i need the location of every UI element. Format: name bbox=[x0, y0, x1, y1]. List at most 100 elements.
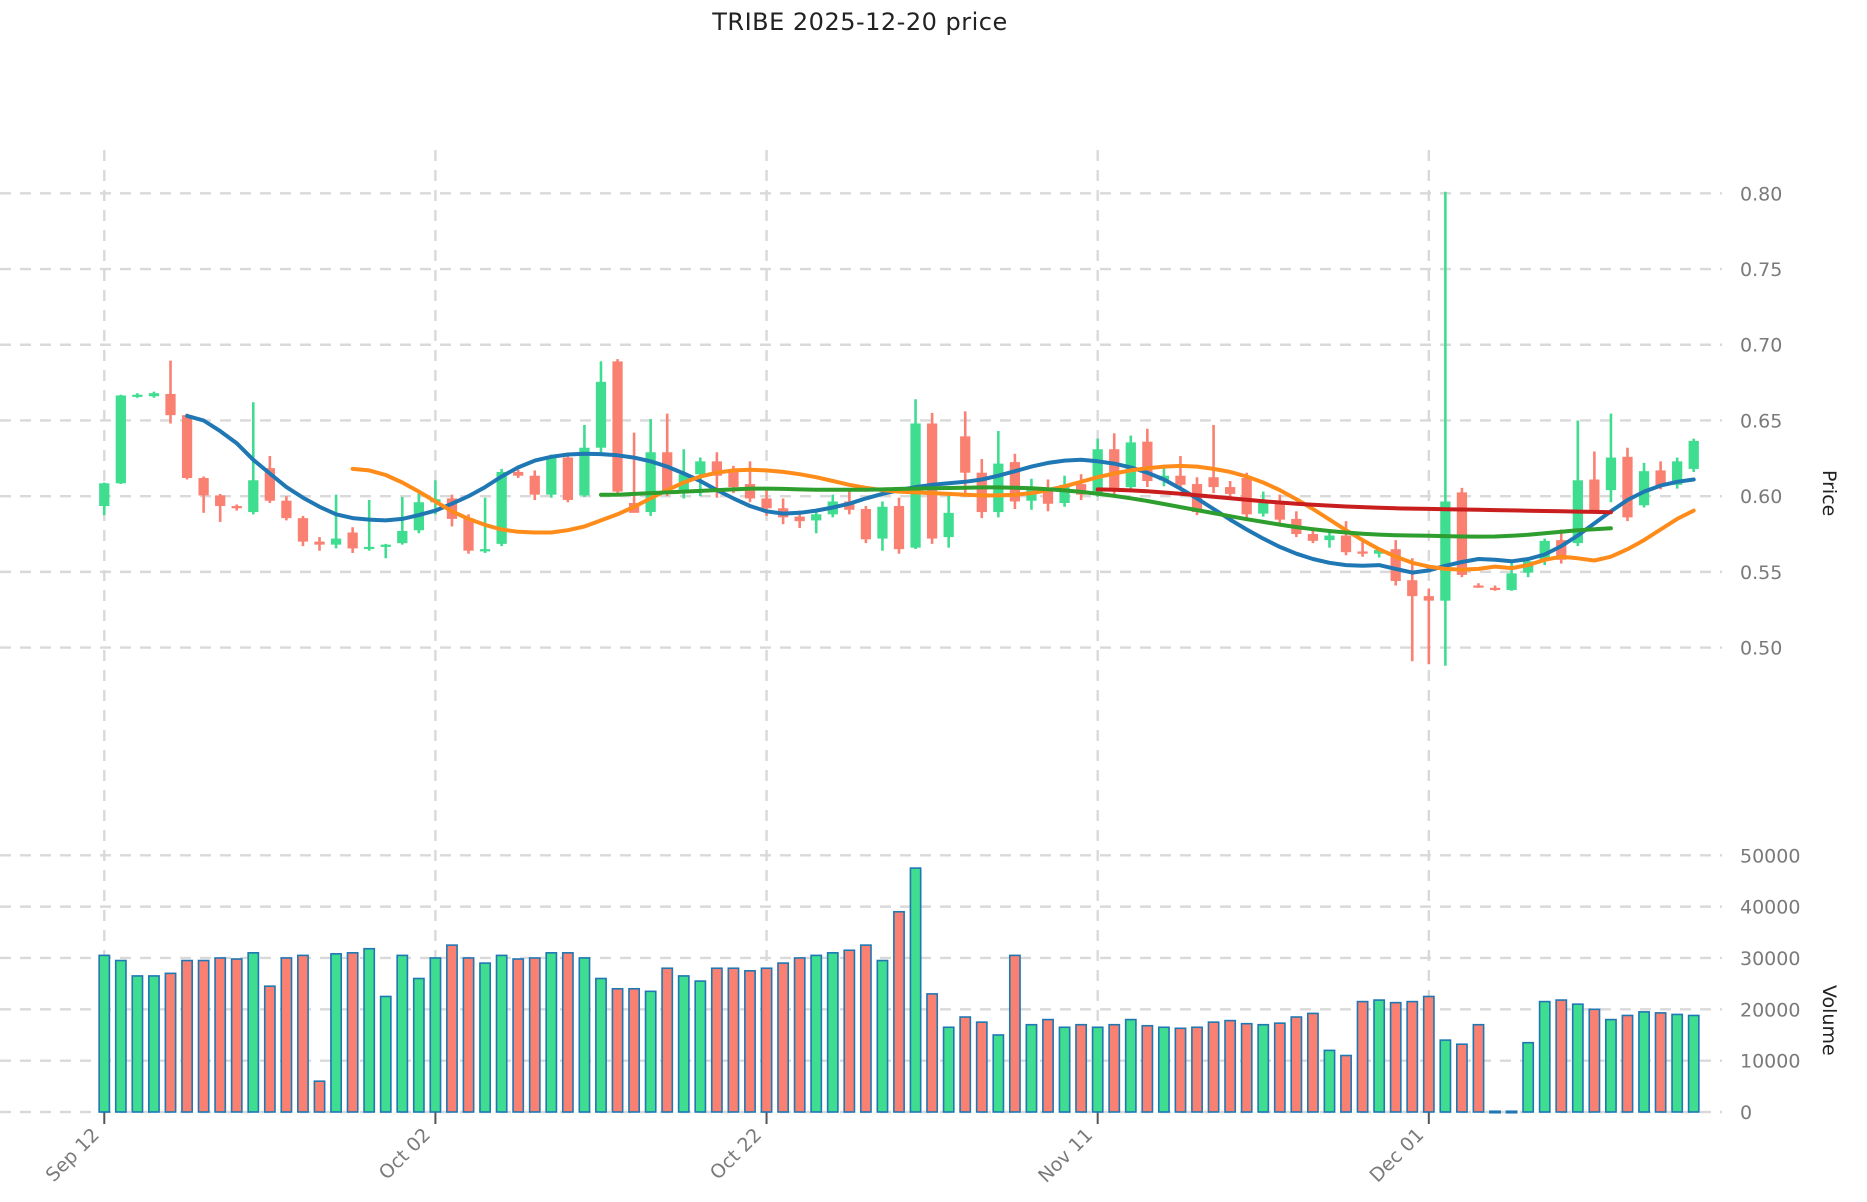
volume-bar bbox=[859, 944, 872, 1113]
volume-bar bbox=[677, 975, 690, 1113]
candle-body bbox=[1042, 488, 1054, 504]
candle-body bbox=[513, 471, 524, 476]
candle-body bbox=[960, 436, 971, 473]
ma-line-ma_xlong bbox=[1095, 487, 1613, 515]
volume-bar bbox=[810, 954, 823, 1113]
volume-bar bbox=[1555, 999, 1568, 1113]
moving-average-lines-layer bbox=[185, 413, 1696, 575]
page-title: TRIBE 2025-12-20 price bbox=[712, 8, 1008, 36]
candle-body bbox=[231, 506, 242, 509]
volume-bar bbox=[1654, 1012, 1667, 1113]
candle-body bbox=[496, 471, 507, 544]
volume-bar bbox=[412, 977, 425, 1113]
candle-body bbox=[248, 480, 259, 513]
candle-body bbox=[1075, 484, 1087, 495]
candle-body bbox=[612, 361, 623, 492]
volume-bar bbox=[760, 967, 773, 1113]
volume-bar bbox=[1124, 1018, 1137, 1113]
candle-body bbox=[463, 518, 474, 551]
volume-bar bbox=[1671, 1013, 1684, 1113]
volume-bar bbox=[396, 954, 409, 1113]
volume-bar bbox=[777, 962, 790, 1113]
candle-body bbox=[744, 484, 756, 499]
volume-bar bbox=[528, 957, 541, 1113]
volume-bar bbox=[611, 987, 624, 1113]
volume-tick-label: 40000 bbox=[1740, 897, 1800, 919]
volume-bar bbox=[330, 953, 343, 1113]
volume-bar bbox=[479, 962, 492, 1113]
volume-bar bbox=[744, 969, 756, 1113]
volume-bar bbox=[1240, 1022, 1253, 1113]
volume-bar bbox=[1042, 1018, 1054, 1113]
candle-body bbox=[1109, 449, 1120, 489]
volume-tick-label: 30000 bbox=[1740, 948, 1800, 970]
candle-body bbox=[165, 393, 176, 416]
candle-body bbox=[132, 394, 143, 397]
candle-body bbox=[562, 457, 573, 500]
candle-body bbox=[662, 452, 673, 494]
candle-body bbox=[711, 461, 723, 476]
volume-bar bbox=[1406, 1000, 1419, 1113]
volume-bar bbox=[1224, 1019, 1237, 1113]
volume-bar bbox=[661, 967, 674, 1113]
candle-body bbox=[364, 546, 375, 550]
volume-bar bbox=[280, 957, 293, 1113]
volume-bar bbox=[1323, 1049, 1336, 1113]
volume-bar bbox=[1108, 1023, 1121, 1113]
candle-body bbox=[1208, 477, 1219, 488]
candle-body bbox=[1324, 535, 1335, 541]
candle-body bbox=[115, 395, 126, 484]
volume-bar bbox=[363, 947, 376, 1113]
volume-bar bbox=[1373, 999, 1386, 1113]
candle-body bbox=[1655, 470, 1666, 487]
candle-body bbox=[479, 549, 491, 552]
volume-bar bbox=[164, 972, 177, 1113]
candle-body bbox=[1605, 457, 1617, 491]
price-tick-label: 0.65 bbox=[1740, 410, 1782, 432]
volume-bar bbox=[1091, 1026, 1104, 1113]
candlestick-layer bbox=[99, 191, 1699, 666]
candle-body bbox=[860, 509, 872, 540]
volume-bar bbox=[1025, 1023, 1038, 1113]
candle-body bbox=[811, 514, 822, 521]
candle-body bbox=[877, 506, 888, 539]
volume-bar bbox=[1273, 1022, 1286, 1113]
price-tick-label: 0.75 bbox=[1740, 259, 1782, 281]
price-tick-label: 0.60 bbox=[1740, 486, 1782, 508]
volume-bar bbox=[1538, 1000, 1551, 1113]
volume-bar bbox=[1422, 995, 1435, 1113]
candle-body bbox=[99, 483, 110, 507]
volume-bar bbox=[247, 952, 260, 1113]
volume-bar bbox=[495, 954, 508, 1113]
x-tick-label: Sep 12 bbox=[42, 1124, 104, 1186]
candle-body bbox=[1672, 461, 1683, 485]
volume-bar bbox=[975, 1021, 988, 1113]
volume-bar bbox=[230, 958, 243, 1113]
candle-body bbox=[761, 498, 772, 509]
candle-body bbox=[281, 500, 292, 519]
candle-body bbox=[529, 475, 540, 495]
volume-bar bbox=[578, 957, 591, 1113]
volume-bar bbox=[793, 957, 806, 1113]
volume-bar bbox=[346, 952, 359, 1113]
volume-bar bbox=[1638, 1011, 1650, 1113]
candle-body bbox=[1506, 573, 1517, 591]
candle-body bbox=[397, 531, 408, 544]
candle-body bbox=[297, 518, 309, 542]
volume-bar bbox=[1207, 1021, 1220, 1113]
x-tick-label: Nov 11 bbox=[1034, 1124, 1097, 1187]
candle-body bbox=[1622, 456, 1633, 518]
volume-bar bbox=[843, 949, 856, 1113]
volume-bar bbox=[893, 910, 905, 1113]
volume-bar bbox=[561, 952, 574, 1113]
volume-bar bbox=[131, 975, 144, 1113]
volume-bar bbox=[1141, 1024, 1154, 1113]
candle-body bbox=[1225, 487, 1236, 494]
candle-body bbox=[1440, 501, 1451, 601]
volume-bar bbox=[644, 990, 657, 1113]
volume-bar bbox=[462, 957, 475, 1113]
volume-bar bbox=[98, 954, 111, 1113]
candle-body bbox=[1473, 585, 1484, 588]
candle-body bbox=[330, 538, 342, 545]
candle-body bbox=[645, 452, 656, 513]
